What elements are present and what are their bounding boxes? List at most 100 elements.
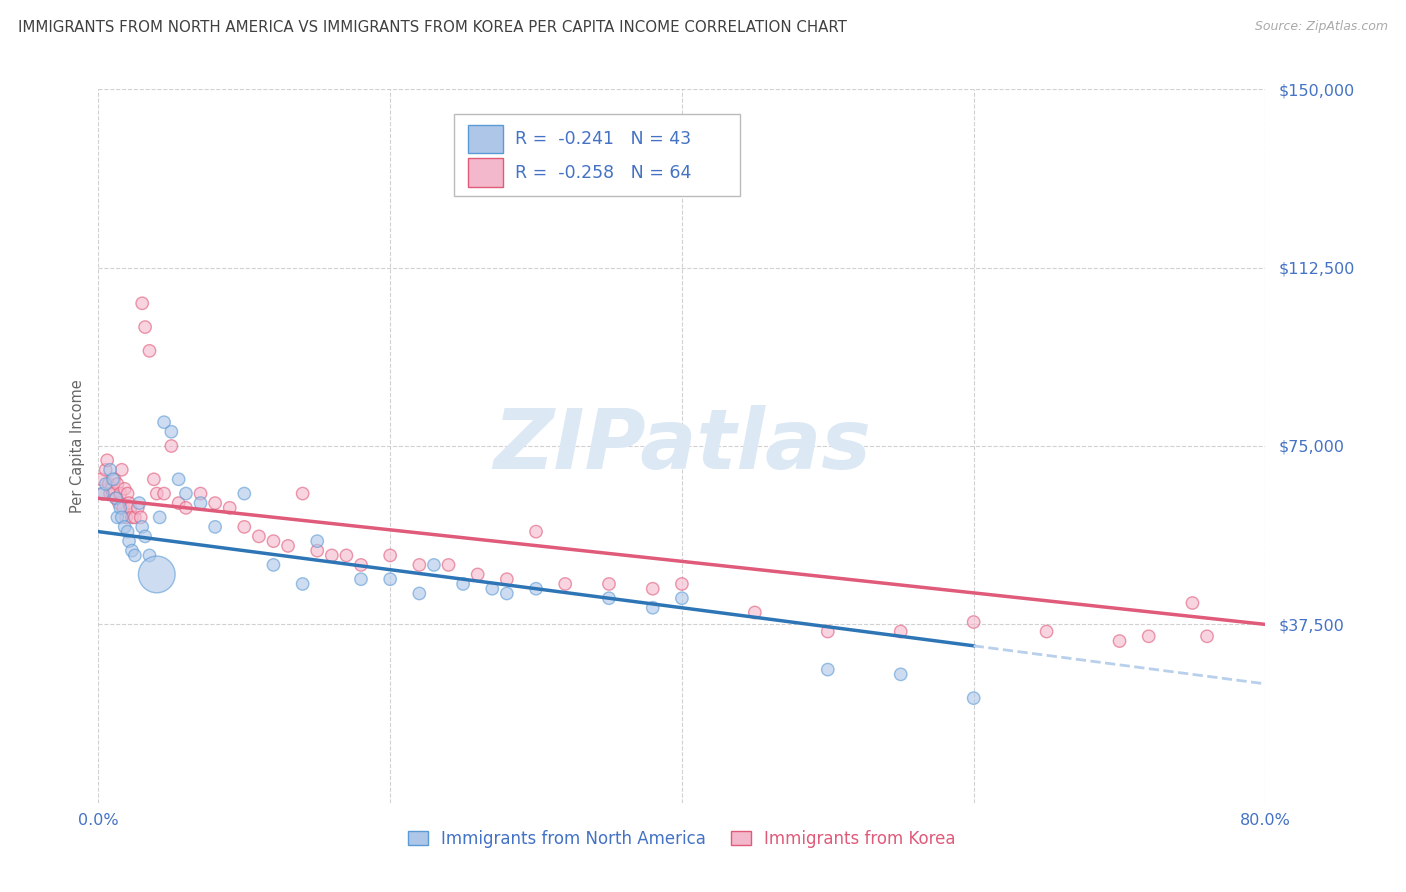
Point: [247, 529, 270, 543]
Point: [153, 415, 176, 429]
Point: [127, 500, 149, 515]
Point: [190, 486, 212, 500]
Point: [291, 577, 314, 591]
Point: [744, 606, 766, 620]
Text: ZIPatlas: ZIPatlas: [494, 406, 870, 486]
Point: [96, 453, 118, 467]
Point: [218, 500, 240, 515]
Point: [131, 296, 153, 310]
Point: [138, 343, 160, 358]
Point: [641, 600, 664, 615]
Point: [307, 543, 329, 558]
FancyBboxPatch shape: [454, 114, 741, 196]
Point: [94, 477, 117, 491]
Point: [134, 529, 156, 543]
Point: [117, 524, 139, 539]
Point: [1181, 596, 1204, 610]
Point: [408, 586, 430, 600]
Point: [104, 491, 127, 506]
Point: [962, 615, 984, 629]
Text: IMMIGRANTS FROM NORTH AMERICA VS IMMIGRANTS FROM KOREA PER CAPITA INCOME CORRELA: IMMIGRANTS FROM NORTH AMERICA VS IMMIGRA…: [18, 20, 848, 35]
Point: [277, 539, 299, 553]
Point: [117, 486, 139, 500]
Point: [174, 486, 197, 500]
Point: [105, 510, 128, 524]
Point: [307, 534, 329, 549]
Point: [817, 663, 839, 677]
Point: [108, 496, 131, 510]
Point: [174, 500, 197, 515]
Point: [114, 482, 136, 496]
Point: [524, 524, 547, 539]
Point: [111, 510, 134, 524]
Text: R =  -0.258   N = 64: R = -0.258 N = 64: [515, 164, 692, 182]
Point: [598, 591, 620, 606]
Point: [598, 577, 620, 591]
Point: [671, 577, 693, 591]
Point: [110, 500, 132, 515]
Point: [114, 520, 136, 534]
Point: [890, 624, 912, 639]
Point: [350, 572, 373, 586]
Point: [1197, 629, 1219, 643]
Point: [962, 691, 984, 706]
Point: [204, 520, 226, 534]
Point: [121, 510, 143, 524]
Point: [129, 510, 152, 524]
Point: [423, 558, 446, 572]
Point: [91, 486, 114, 500]
Point: [481, 582, 503, 596]
Point: [146, 567, 169, 582]
Point: [408, 558, 430, 572]
Point: [263, 534, 285, 549]
Point: [890, 667, 912, 681]
Bar: [468, 159, 503, 187]
Point: [1035, 624, 1057, 639]
Point: [98, 486, 121, 500]
Point: [554, 577, 576, 591]
Text: Source: ZipAtlas.com: Source: ZipAtlas.com: [1254, 20, 1388, 33]
Point: [100, 482, 122, 496]
Point: [350, 558, 373, 572]
Point: [321, 549, 343, 563]
Legend: Immigrants from North America, Immigrants from Korea: Immigrants from North America, Immigrant…: [408, 830, 956, 848]
Point: [496, 586, 519, 600]
Point: [291, 486, 314, 500]
Point: [98, 463, 121, 477]
Point: [118, 496, 141, 510]
Point: [167, 472, 190, 486]
Point: [263, 558, 285, 572]
Point: [124, 510, 146, 524]
Point: [110, 486, 132, 500]
Point: [111, 463, 134, 477]
Point: [131, 520, 153, 534]
Point: [524, 582, 547, 596]
Point: [671, 591, 693, 606]
Point: [146, 486, 169, 500]
Point: [451, 577, 474, 591]
Point: [103, 472, 125, 486]
Point: [160, 425, 183, 439]
Point: [190, 496, 212, 510]
Point: [128, 496, 150, 510]
Point: [233, 520, 256, 534]
Point: [121, 543, 143, 558]
Point: [112, 500, 135, 515]
Point: [817, 624, 839, 639]
Point: [94, 463, 117, 477]
Point: [380, 572, 402, 586]
Point: [142, 472, 165, 486]
Point: [105, 477, 128, 491]
Point: [153, 486, 176, 500]
Point: [641, 582, 664, 596]
Point: [115, 510, 138, 524]
Point: [134, 320, 156, 334]
Point: [118, 534, 141, 549]
Point: [467, 567, 489, 582]
Point: [204, 496, 226, 510]
Point: [90, 472, 112, 486]
Point: [380, 549, 402, 563]
Point: [437, 558, 460, 572]
Point: [335, 549, 357, 563]
Bar: [468, 125, 503, 153]
